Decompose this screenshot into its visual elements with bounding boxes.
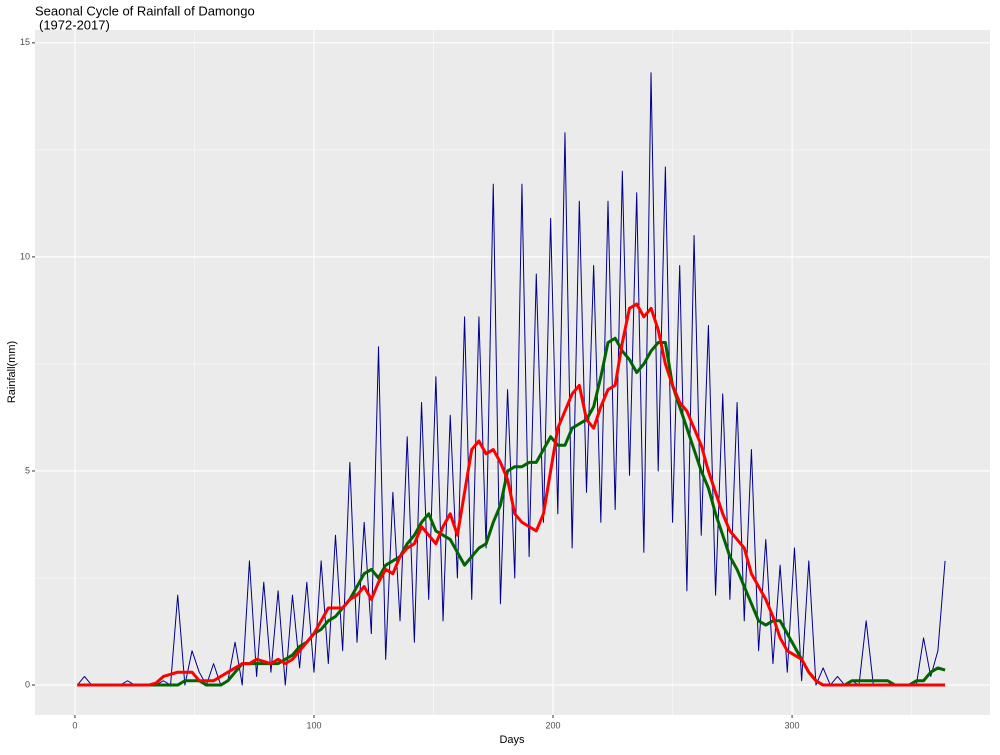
plot-panel (35, 30, 990, 715)
x-axis-title: Days (499, 734, 525, 746)
x-tick-label: 0 (72, 720, 77, 730)
y-tick-label: 15 (20, 37, 30, 47)
chart-subtitle: (1972-2017) (39, 17, 110, 32)
series-line (77, 302, 946, 687)
y-tick-label: 0 (25, 679, 30, 689)
y-tick-label: 10 (20, 251, 30, 261)
x-tick-label: 100 (306, 720, 321, 730)
x-tick-label: 200 (546, 720, 561, 730)
x-tick-label: 300 (785, 720, 800, 730)
y-tick-label: 5 (25, 465, 30, 475)
y-axis-title: Rainfall(mm) (6, 341, 18, 403)
chart-title: Seaonal Cycle of Rainfall of Damongo (35, 3, 255, 18)
